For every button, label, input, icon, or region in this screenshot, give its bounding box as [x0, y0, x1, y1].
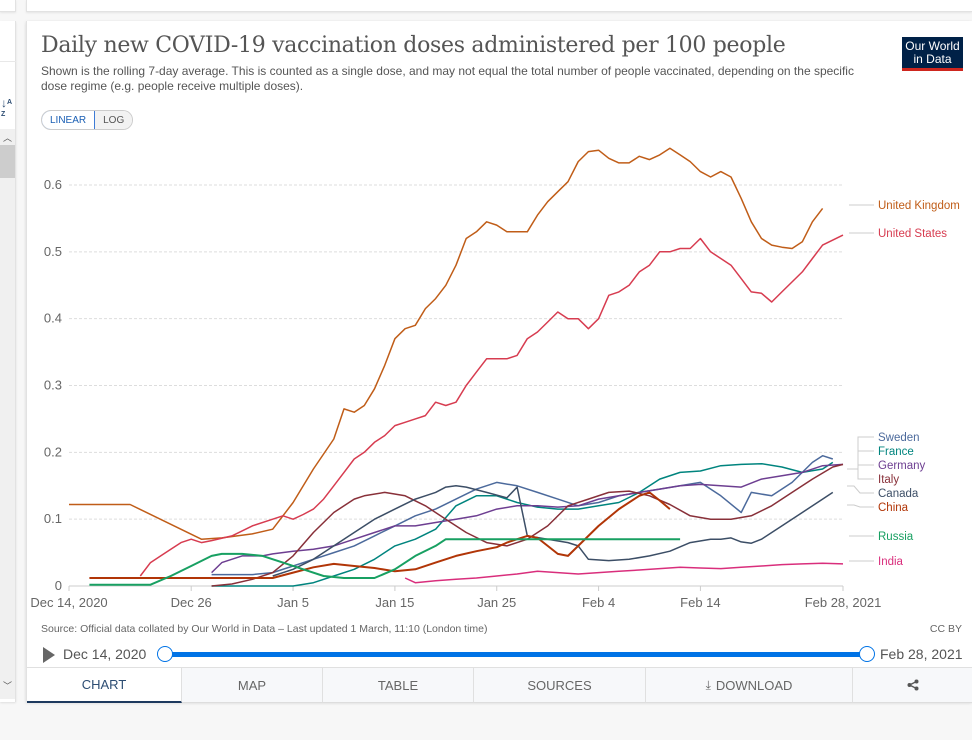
scrollbar[interactable]: [0, 129, 15, 699]
legend-connector: [847, 504, 874, 508]
series-line-china[interactable]: [89, 491, 671, 579]
y-tick-label: 0.6: [44, 177, 62, 192]
left-panel-top: [0, 0, 16, 12]
y-tick-label: 0.3: [44, 378, 62, 393]
chart-subtitle: Shown is the rolling 7-day average. This…: [41, 64, 854, 93]
timeline-start-label: Dec 14, 2020: [63, 646, 147, 662]
series-line-france[interactable]: [211, 461, 834, 587]
series-lines: [69, 147, 844, 587]
x-tick-label: Feb 4: [582, 595, 615, 610]
tab-table[interactable]: TABLE: [323, 668, 474, 703]
tab-chart[interactable]: CHART: [27, 668, 182, 703]
scrollbar-thumb[interactable]: [0, 145, 15, 178]
download-label: DOWNLOAD: [715, 677, 793, 693]
legend-label-france[interactable]: France: [878, 446, 914, 458]
legend-connector: [847, 464, 874, 470]
legend-label-italy[interactable]: Italy: [878, 474, 899, 486]
y-tick-label: 0.4: [44, 311, 62, 326]
tab-bar: CHART MAP TABLE SOURCES ⤓ DOWNLOAD: [27, 667, 972, 703]
x-tick-label: Dec 26: [171, 595, 212, 610]
tab-map[interactable]: MAP: [182, 668, 323, 703]
series-line-italy[interactable]: [211, 463, 844, 587]
series-line-united-kingdom[interactable]: [69, 147, 824, 540]
divider: [0, 61, 16, 62]
legend: United Kingdom United States Sweden France G…: [847, 200, 960, 568]
axes: 0 0.1 0.2 0.3 0.4 0.5 0.6 Dec 14, 2020 Dec 26 Jan…: [30, 177, 881, 610]
gridlines: [69, 184, 843, 520]
y-tick-label: 0.2: [44, 444, 62, 459]
tab-sources[interactable]: SOURCES: [474, 668, 646, 703]
series-line-india[interactable]: [404, 562, 844, 584]
country-selector-panel: ↓A Z ︿ ﹀: [0, 21, 16, 702]
x-tick-label: Feb 14: [680, 595, 720, 610]
log-scale-button[interactable]: LOG: [95, 111, 133, 129]
legend-label-united-kingdom[interactable]: United Kingdom: [878, 200, 960, 212]
scale-toggle: LINEAR LOG: [41, 110, 134, 130]
scroll-down-icon[interactable]: ﹀: [3, 681, 13, 691]
series-line-sweden[interactable]: [211, 454, 834, 576]
play-icon[interactable]: [43, 647, 55, 663]
timeline-end-handle[interactable]: [859, 646, 875, 662]
legend-connector: [847, 436, 874, 470]
x-tick-label: Jan 5: [277, 595, 309, 610]
tab-share[interactable]: [853, 668, 972, 703]
legend-label-germany[interactable]: Germany: [878, 460, 926, 472]
linear-scale-button[interactable]: LINEAR: [42, 111, 96, 129]
line-chart: 0 0.1 0.2 0.3 0.4 0.5 0.6 Dec 14, 2020 Dec 26 Jan…: [30, 147, 960, 610]
sort-alpha-icon[interactable]: ↓A Z: [1, 96, 13, 118]
legend-label-sweden[interactable]: Sweden: [878, 432, 920, 444]
timeline: Dec 14, 2020 Feb 28, 2021: [41, 645, 966, 667]
license-link[interactable]: CC BY: [929, 623, 962, 635]
legend-label-canada[interactable]: Canada: [878, 488, 919, 500]
y-tick-label: 0.1: [44, 511, 62, 526]
x-tick-label: Feb 28, 2021: [805, 595, 882, 610]
owid-logo[interactable]: Our World in Data: [902, 37, 963, 71]
tab-download[interactable]: ⤓ DOWNLOAD: [646, 668, 853, 703]
download-icon: ⤓: [705, 677, 711, 692]
legend-label-united-states[interactable]: United States: [878, 228, 947, 240]
x-tick-label: Dec 14, 2020: [30, 595, 107, 610]
legend-label-india[interactable]: India: [878, 556, 904, 568]
timeline-end-label: Feb 28, 2021: [880, 646, 963, 662]
legend-label-russia[interactable]: Russia: [878, 531, 914, 543]
y-tick-label: 0.5: [44, 244, 62, 259]
legend-connector: [847, 468, 874, 480]
timeline-start-handle[interactable]: [157, 646, 173, 662]
source-note: Source: Official data collated by Our Wo…: [41, 623, 488, 635]
chart-card: Daily new COVID-19 vaccination doses adm…: [26, 21, 972, 703]
legend-connector: [847, 450, 874, 470]
series-line-united-states[interactable]: [139, 234, 844, 577]
legend-label-china[interactable]: China: [878, 502, 909, 514]
logo-line1: Our World: [905, 39, 960, 53]
series-line-germany[interactable]: [211, 463, 844, 574]
x-tick-label: Jan 15: [375, 595, 414, 610]
scroll-up-icon[interactable]: ︿: [3, 133, 13, 143]
logo-line2: in Data: [913, 52, 952, 66]
legend-connector: [847, 485, 874, 494]
previous-card: [26, 0, 972, 12]
timeline-track[interactable]: [165, 652, 867, 657]
chart-title: Daily new COVID-19 vaccination doses adm…: [41, 33, 786, 58]
share-icon: [907, 679, 919, 691]
series-line-russia[interactable]: [89, 538, 681, 586]
series-line-canada[interactable]: [272, 485, 834, 577]
y-tick-label: 0: [55, 578, 62, 593]
x-tick-label: Jan 25: [477, 595, 516, 610]
